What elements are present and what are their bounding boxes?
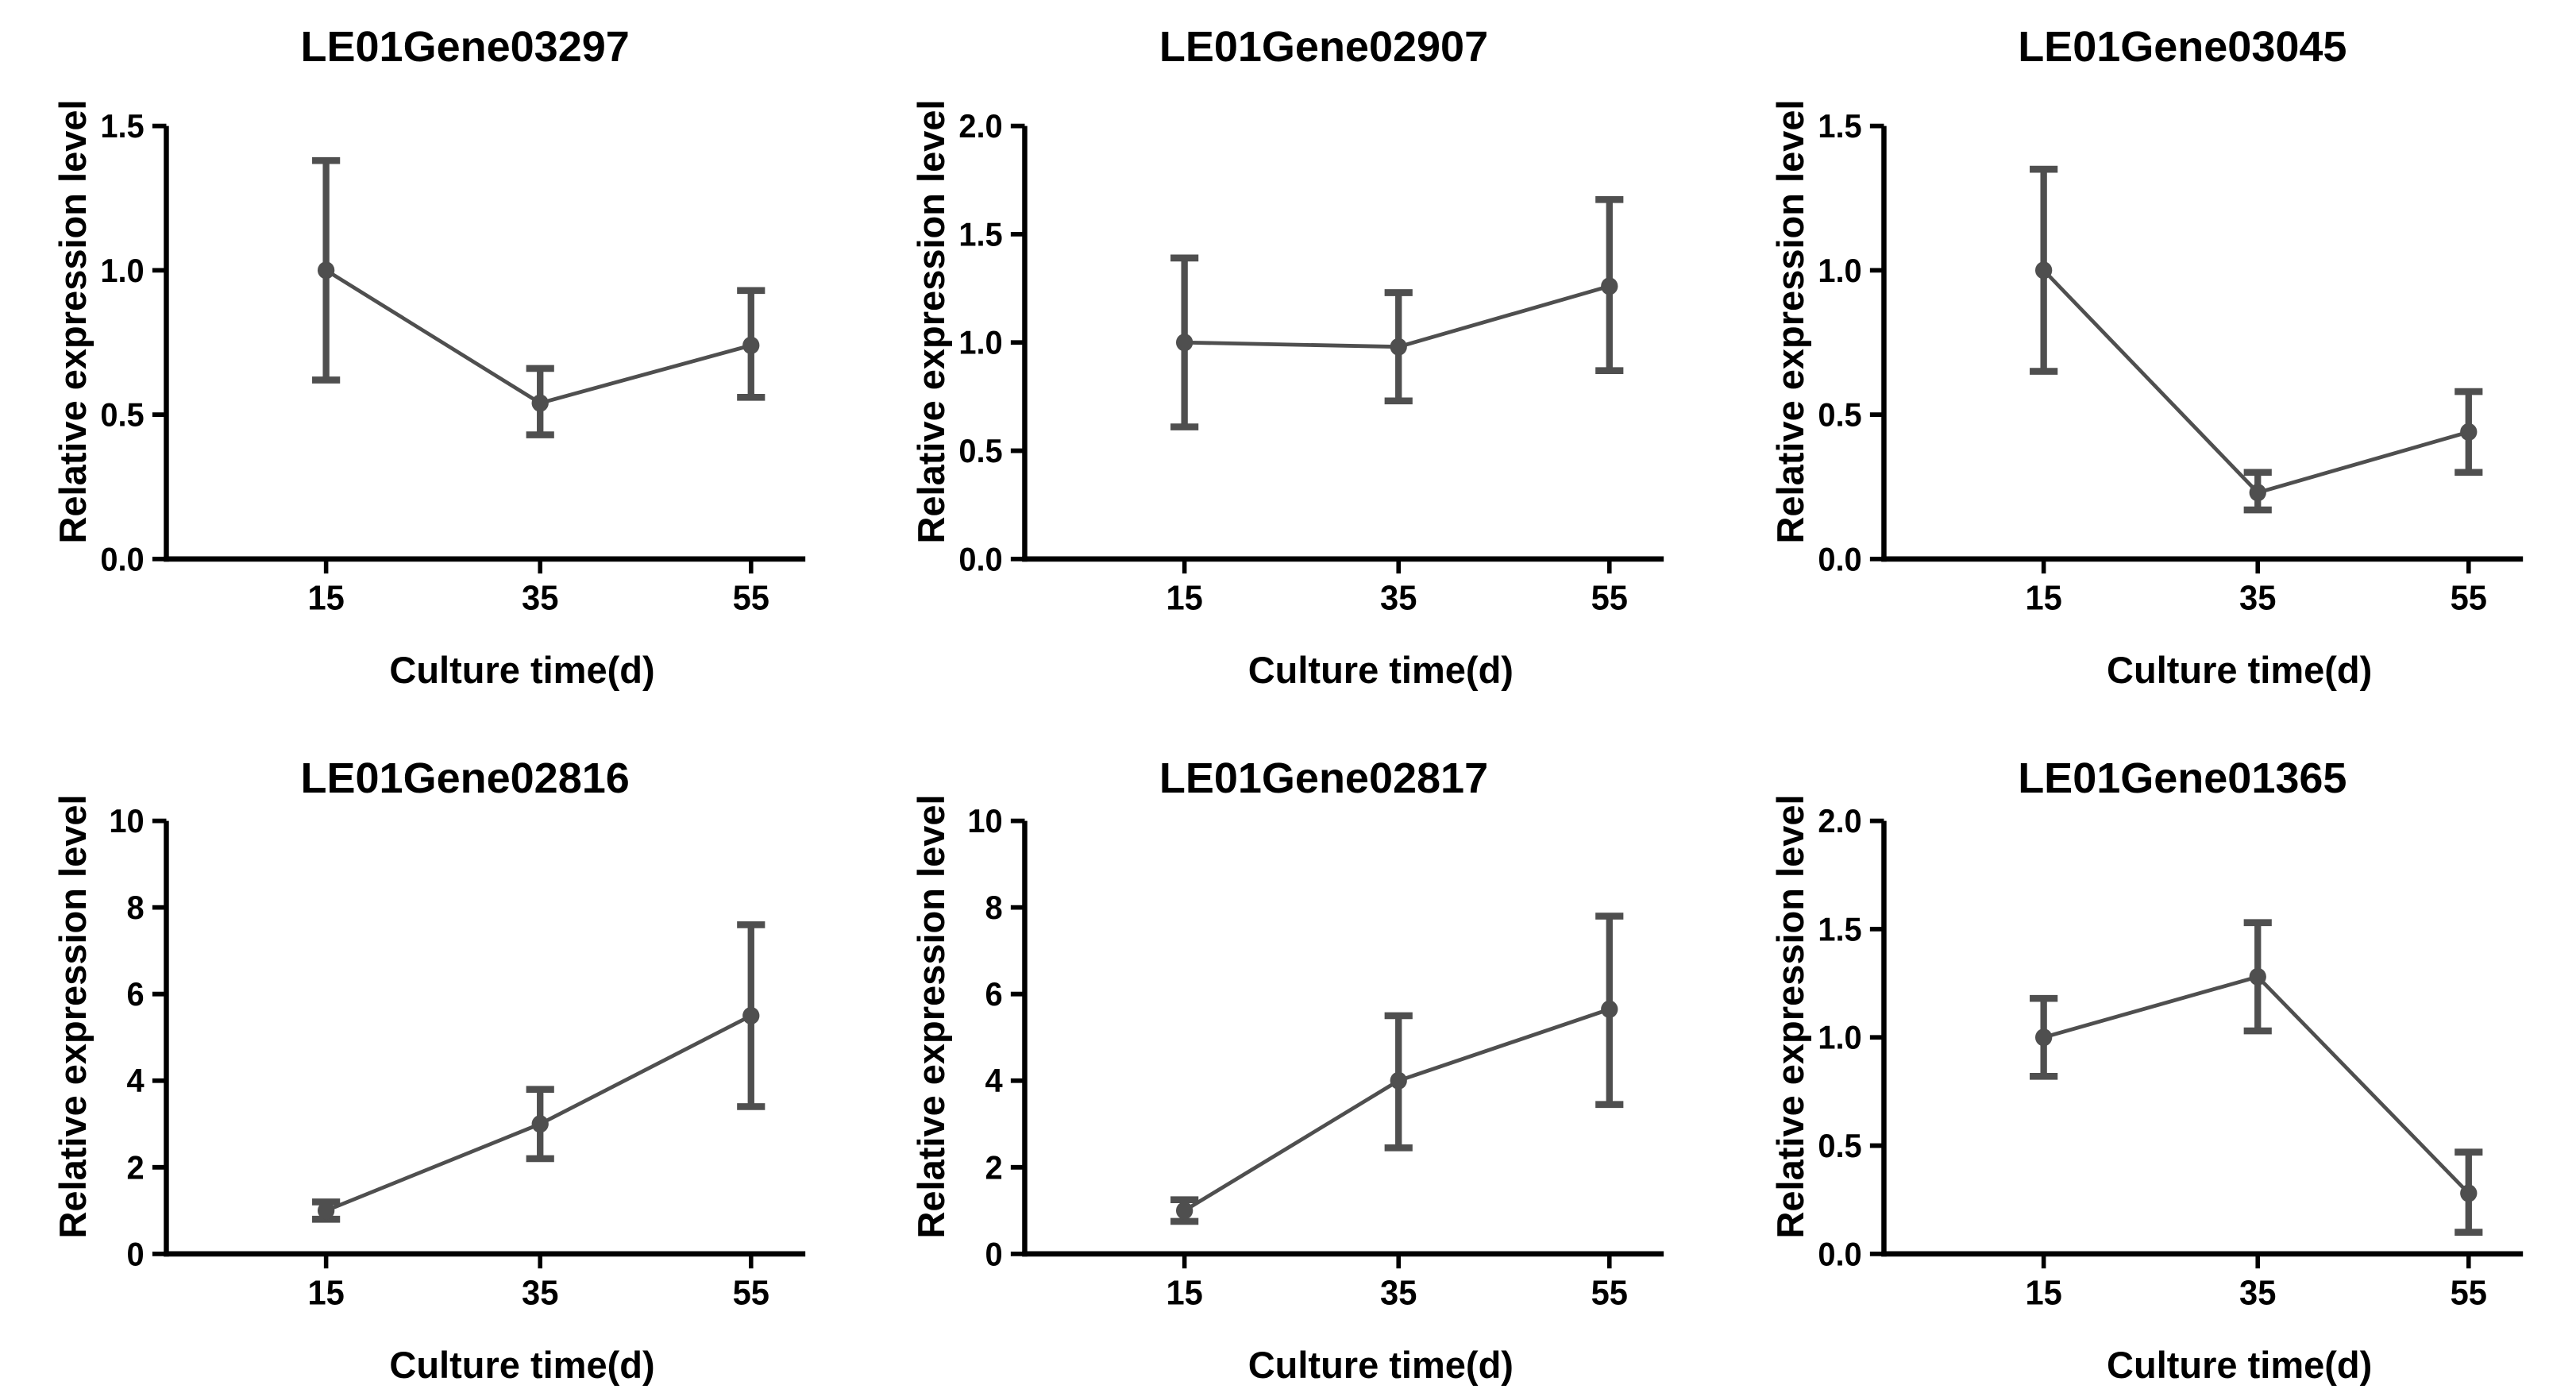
svg-text:4: 4 bbox=[985, 1062, 1004, 1099]
chart-title: LE01Gene01365 bbox=[2018, 754, 2347, 802]
chart-title: LE01Gene02907 bbox=[1159, 23, 1489, 71]
svg-text:1.5: 1.5 bbox=[1818, 910, 1861, 947]
x-axis-label: Culture time(d) bbox=[389, 1343, 655, 1386]
line-chart: 0.0 0.5 1.0 1.5 15 35 55 bbox=[1818, 107, 2523, 618]
svg-text:35: 35 bbox=[2239, 1274, 2276, 1312]
svg-text:35: 35 bbox=[522, 580, 558, 618]
svg-text:35: 35 bbox=[1380, 580, 1417, 618]
svg-text:0.0: 0.0 bbox=[100, 541, 144, 578]
subplot-le01gene02817: LE01Gene02817 Relative expression level … bbox=[890, 708, 1685, 1386]
svg-text:15: 15 bbox=[2025, 1274, 2061, 1312]
svg-text:2.0: 2.0 bbox=[1818, 802, 1861, 839]
svg-text:2.0: 2.0 bbox=[959, 107, 1003, 145]
svg-text:1.0: 1.0 bbox=[1818, 252, 1861, 289]
svg-text:8: 8 bbox=[985, 889, 1003, 926]
subplot-le01gene02907: LE01Gene02907 Relative expression level … bbox=[890, 13, 1685, 691]
svg-text:10: 10 bbox=[968, 802, 1003, 839]
svg-text:15: 15 bbox=[1167, 580, 1203, 618]
svg-text:1.5: 1.5 bbox=[1818, 107, 1861, 145]
x-axis-label: Culture time(d) bbox=[389, 649, 655, 691]
svg-text:35: 35 bbox=[2239, 580, 2276, 618]
chart-title: LE01Gene02817 bbox=[1159, 754, 1489, 802]
subplot-le01gene01365: LE01Gene01365 Relative expression level … bbox=[1749, 708, 2544, 1386]
svg-text:15: 15 bbox=[307, 1274, 344, 1312]
subplot-le01gene03045: LE01Gene03045 Relative expression level … bbox=[1749, 13, 2544, 691]
svg-text:2: 2 bbox=[127, 1148, 145, 1186]
svg-text:0.0: 0.0 bbox=[959, 541, 1003, 578]
svg-text:8: 8 bbox=[127, 889, 145, 926]
line-chart: 0.0 0.5 1.0 1.5 15 35 55 bbox=[100, 107, 806, 618]
x-axis-label: Culture time(d) bbox=[1248, 1343, 1514, 1386]
svg-text:0.5: 0.5 bbox=[959, 432, 1003, 469]
svg-text:1.5: 1.5 bbox=[100, 107, 144, 145]
line-chart: 0 2 4 6 8 10 15 35 55 bbox=[968, 802, 1664, 1312]
svg-text:55: 55 bbox=[2450, 1274, 2486, 1312]
svg-text:6: 6 bbox=[127, 975, 145, 1013]
x-axis-label: Culture time(d) bbox=[2107, 649, 2373, 691]
svg-text:6: 6 bbox=[985, 975, 1003, 1013]
svg-text:1.0: 1.0 bbox=[100, 252, 144, 289]
svg-text:0: 0 bbox=[127, 1235, 145, 1272]
svg-text:1.0: 1.0 bbox=[1818, 1018, 1861, 1055]
svg-text:1.5: 1.5 bbox=[959, 216, 1003, 253]
svg-text:0.0: 0.0 bbox=[1818, 1235, 1861, 1272]
chart-title: LE01Gene03297 bbox=[300, 23, 630, 71]
svg-text:0.5: 0.5 bbox=[1818, 1127, 1861, 1164]
x-axis-label: Culture time(d) bbox=[1248, 649, 1514, 691]
subplot-le01gene02816: LE01Gene02816 Relative expression level … bbox=[32, 708, 827, 1386]
svg-text:0.5: 0.5 bbox=[1818, 396, 1861, 434]
line-chart: 0 2 4 6 8 10 15 35 55 bbox=[109, 802, 806, 1312]
svg-text:15: 15 bbox=[307, 580, 344, 618]
svg-text:15: 15 bbox=[2025, 580, 2061, 618]
svg-text:10: 10 bbox=[109, 802, 144, 839]
svg-text:55: 55 bbox=[733, 580, 769, 618]
svg-text:35: 35 bbox=[1380, 1274, 1417, 1312]
svg-text:35: 35 bbox=[522, 1274, 558, 1312]
svg-text:15: 15 bbox=[1167, 1274, 1203, 1312]
subplot-le01gene03297: LE01Gene03297 Relative expression level … bbox=[32, 13, 827, 691]
svg-text:0.5: 0.5 bbox=[100, 396, 144, 434]
svg-text:2: 2 bbox=[985, 1148, 1003, 1186]
chart-title: LE01Gene03045 bbox=[2018, 23, 2347, 71]
svg-text:55: 55 bbox=[1591, 1274, 1628, 1312]
line-chart: 0.0 0.5 1.0 1.5 2.0 15 35 55 bbox=[959, 107, 1664, 618]
svg-text:0: 0 bbox=[985, 1235, 1003, 1272]
line-chart: 0.0 0.5 1.0 1.5 2.0 15 35 55 bbox=[1818, 802, 2523, 1312]
chart-title: LE01Gene02816 bbox=[300, 754, 630, 802]
svg-text:0.0: 0.0 bbox=[1818, 541, 1861, 578]
svg-text:55: 55 bbox=[733, 1274, 769, 1312]
svg-text:55: 55 bbox=[1591, 580, 1628, 618]
svg-text:4: 4 bbox=[127, 1062, 145, 1099]
svg-text:1.0: 1.0 bbox=[959, 324, 1003, 361]
x-axis-label: Culture time(d) bbox=[2107, 1343, 2373, 1386]
svg-text:55: 55 bbox=[2450, 580, 2486, 618]
